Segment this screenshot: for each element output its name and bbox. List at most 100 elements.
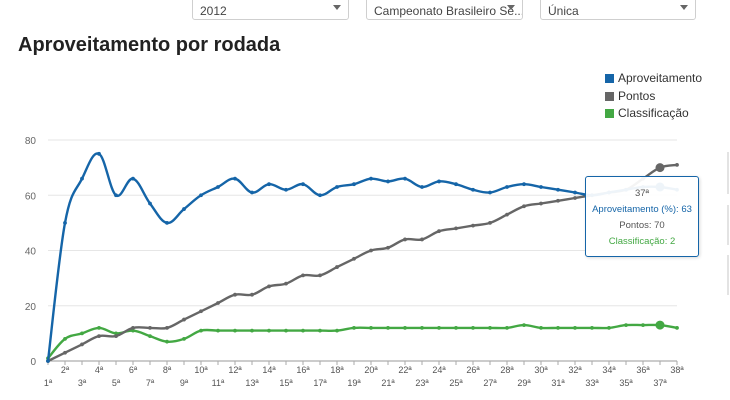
data-point-classificacao bbox=[539, 325, 543, 330]
data-point-classificacao bbox=[675, 325, 679, 330]
data-point-pontos bbox=[267, 284, 271, 289]
data-point-pontos bbox=[369, 248, 373, 253]
data-point-pontos bbox=[233, 292, 237, 297]
data-point-pontos bbox=[522, 204, 526, 209]
x-tick-label: 37ª bbox=[653, 378, 667, 388]
x-tick-label: 18ª bbox=[330, 365, 344, 375]
x-tick-label: 31ª bbox=[551, 378, 565, 388]
chevron-down-icon bbox=[680, 5, 688, 10]
data-point-classificacao bbox=[488, 325, 492, 330]
data-point-pontos bbox=[301, 273, 305, 278]
x-tick-label: 22ª bbox=[398, 365, 412, 375]
tooltip-round: 37ª bbox=[634, 188, 650, 199]
data-point-classificacao bbox=[386, 325, 390, 330]
data-point-classificacao bbox=[182, 337, 186, 341]
data-point-pontos bbox=[284, 281, 288, 286]
chart-tooltip: 37ª Aproveitamento (%): 63 Pontos: 70 Cl… bbox=[585, 176, 699, 257]
series-line-aproveitamento bbox=[46, 152, 678, 362]
x-tick-label: 15ª bbox=[279, 378, 293, 388]
data-point-pontos bbox=[148, 325, 152, 330]
year-select[interactable]: 2012 bbox=[192, 0, 349, 20]
data-point-pontos bbox=[488, 220, 492, 225]
data-point-classificacao bbox=[352, 325, 356, 330]
x-tick-label: 27ª bbox=[483, 378, 497, 388]
data-point-pontos bbox=[318, 273, 322, 278]
data-point-pontos bbox=[437, 229, 441, 234]
data-point-aproveitamento bbox=[505, 185, 509, 189]
x-tick-label: 13ª bbox=[245, 378, 259, 388]
chevron-down-icon bbox=[507, 5, 515, 10]
legend-item-pontos[interactable]: Pontos bbox=[605, 89, 702, 107]
data-point-aproveitamento bbox=[63, 220, 67, 225]
x-tick-label: 24ª bbox=[432, 365, 446, 375]
data-point-classificacao bbox=[607, 325, 611, 330]
phase-select-value: Única bbox=[548, 4, 579, 18]
x-tick-label: 16ª bbox=[296, 365, 310, 375]
data-point-aproveitamento bbox=[182, 207, 186, 211]
data-point-classificacao bbox=[250, 328, 254, 333]
edge-divider bbox=[727, 205, 729, 245]
data-point-classificacao bbox=[301, 328, 305, 333]
phase-select[interactable]: Única bbox=[540, 0, 696, 20]
chart-legend: Aproveitamento Pontos Classificação bbox=[605, 71, 702, 124]
data-point-aproveitamento bbox=[403, 176, 407, 181]
data-point-classificacao bbox=[624, 323, 628, 327]
data-point-classificacao bbox=[284, 328, 288, 333]
championship-select[interactable]: Campeonato Brasileiro Sé... bbox=[366, 0, 523, 20]
chevron-down-icon bbox=[333, 5, 341, 10]
series-line-classificacao bbox=[47, 323, 678, 360]
data-point-aproveitamento bbox=[233, 176, 237, 181]
data-point-aproveitamento bbox=[165, 220, 169, 225]
data-point-pontos bbox=[539, 201, 543, 206]
data-point-classificacao bbox=[80, 331, 84, 336]
data-point-classificacao bbox=[437, 325, 441, 330]
data-point-aproveitamento bbox=[556, 187, 560, 192]
data-point-aproveitamento bbox=[454, 182, 458, 187]
data-point-pontos bbox=[454, 226, 458, 231]
data-point-pontos bbox=[335, 265, 339, 269]
data-point-classificacao bbox=[420, 325, 424, 330]
legend-label: Aproveitamento bbox=[618, 71, 703, 85]
data-point-pontos bbox=[216, 301, 220, 305]
legend-item-aproveitamento[interactable]: Aproveitamento bbox=[605, 71, 702, 89]
data-point-classificacao bbox=[63, 337, 67, 341]
page-title: Aproveitamento por rodada bbox=[18, 34, 281, 56]
data-point-pontos bbox=[352, 256, 356, 261]
x-tick-label: 2ª bbox=[61, 365, 70, 375]
data-point-aproveitamento bbox=[386, 179, 390, 184]
data-point-aproveitamento bbox=[46, 359, 50, 363]
data-point-pontos bbox=[573, 196, 577, 200]
data-point-pontos bbox=[199, 309, 203, 314]
legend-swatch bbox=[605, 74, 614, 83]
data-point-pontos bbox=[675, 162, 679, 167]
data-point-aproveitamento bbox=[199, 193, 203, 198]
y-tick-label: 0 bbox=[30, 357, 36, 368]
x-tick-label: 32ª bbox=[568, 365, 582, 375]
y-tick-label: 80 bbox=[25, 136, 37, 147]
data-point-aproveitamento bbox=[97, 151, 101, 156]
data-point-aproveitamento bbox=[335, 185, 339, 189]
x-tick-label: 11ª bbox=[212, 378, 225, 388]
tooltip-aproveitamento: Aproveitamento (%): 63 bbox=[592, 204, 692, 215]
x-tick-label: 19ª bbox=[347, 378, 361, 388]
data-point-pontos bbox=[114, 334, 118, 339]
data-point-aproveitamento bbox=[539, 185, 543, 189]
tooltip-classificacao: Classificação: 2 bbox=[608, 236, 676, 247]
year-select-value: 2012 bbox=[200, 4, 227, 18]
data-point-aproveitamento bbox=[250, 190, 254, 195]
data-point-aproveitamento bbox=[471, 187, 475, 192]
legend-label: Classificação bbox=[618, 106, 689, 120]
data-point-classificacao bbox=[471, 325, 475, 330]
data-point-pontos bbox=[165, 325, 169, 330]
data-point-classificacao bbox=[148, 334, 152, 339]
data-point-aproveitamento bbox=[114, 193, 118, 198]
data-point-classificacao bbox=[233, 328, 237, 333]
data-point-classificacao bbox=[369, 325, 373, 330]
data-point-aproveitamento bbox=[284, 187, 288, 192]
x-tick-label: 36ª bbox=[636, 365, 650, 375]
data-point-aproveitamento bbox=[437, 179, 441, 184]
legend-swatch bbox=[605, 91, 614, 101]
x-tick-label: 26ª bbox=[466, 365, 480, 375]
x-tick-label: 38ª bbox=[670, 365, 684, 375]
legend-item-classificacao[interactable]: Classificação bbox=[605, 106, 702, 124]
